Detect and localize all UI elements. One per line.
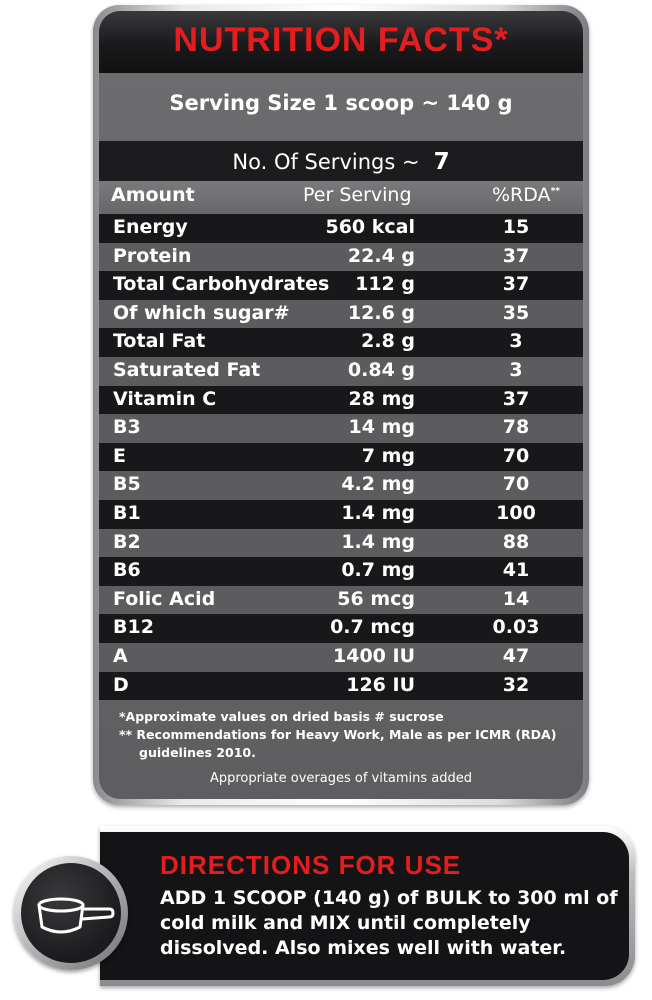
rda-value: 100 xyxy=(496,501,536,524)
nutrient-name: Of which sugar# xyxy=(113,301,290,324)
per-serving-value: 7 mg xyxy=(361,444,415,467)
nutrient-name: Energy xyxy=(113,216,188,238)
table-row: Saturated Fat 0.84 g 3 xyxy=(99,356,583,386)
nutrient-name: A xyxy=(113,644,128,667)
rda-value: 88 xyxy=(502,530,530,553)
table-row: B12 0.7 mcg 0.03 xyxy=(99,614,583,643)
table-row: Protein 22.4 g 37 xyxy=(99,242,583,272)
per-serving-value: 22.4 g xyxy=(347,244,415,267)
nutrition-title: NUTRITION FACTS* xyxy=(173,21,509,59)
nutrient-name: B1 xyxy=(113,501,141,524)
table-row: B2 1.4 mg 88 xyxy=(99,528,583,558)
header-amount: Amount xyxy=(111,184,195,206)
nutrient-name: B2 xyxy=(113,530,141,553)
per-serving-value: 112 g xyxy=(355,273,415,296)
rda-value: 47 xyxy=(502,644,530,667)
servings-label: No. Of Servings ~ xyxy=(232,150,420,174)
table-row: Total Carbohydrates 112 g 37 xyxy=(99,271,583,300)
nutrient-name: Vitamin C xyxy=(113,387,217,410)
table-row: Of which sugar# 12.6 g 35 xyxy=(99,299,583,329)
per-serving-value: 0.7 mg xyxy=(341,559,415,582)
rda-value: 14 xyxy=(502,587,530,610)
nutrient-name: Protein xyxy=(113,244,192,267)
nutrition-table-body: Energy 560 kcal 15 Protein 22.4 g 37 Total Car… xyxy=(99,214,583,701)
nutrient-name: Saturated Fat xyxy=(113,358,261,381)
table-row: B5 4.2 mg 70 xyxy=(99,471,583,500)
nutrient-name: Total Fat xyxy=(113,330,206,353)
rda-value: 0.03 xyxy=(492,616,540,639)
rda-value: 3 xyxy=(509,358,523,381)
rda-value: 37 xyxy=(502,387,530,410)
title-bar: NUTRITION FACTS* xyxy=(99,11,583,73)
per-serving-value: 28 mg xyxy=(348,387,415,410)
per-serving-value: 56 mcg xyxy=(337,587,415,610)
scoop-badge xyxy=(14,856,128,970)
table-header: Amount Per Serving %RDA** xyxy=(99,181,583,209)
nutrition-facts-body: NUTRITION FACTS* Serving Size 1 scoop ~ … xyxy=(99,11,583,799)
servings-count: No. Of Servings ~ 7 xyxy=(99,149,583,175)
per-serving-value: 14 mg xyxy=(348,416,415,439)
per-serving-value: 2.8 g xyxy=(361,330,415,353)
scoop-icon xyxy=(21,863,121,963)
directions-panel: DIRECTIONS FOR USE ADD 1 SCOOP (140 g) o… xyxy=(100,826,635,986)
directions-title: DIRECTIONS FOR USE xyxy=(160,850,462,880)
per-serving-value: 1.4 mg xyxy=(341,530,415,553)
per-serving-value: 4.2 mg xyxy=(341,473,415,496)
nutrition-facts-panel: NUTRITION FACTS* Serving Size 1 scoop ~ … xyxy=(93,5,589,805)
per-serving-value: 0.84 g xyxy=(347,358,415,381)
table-row: Total Fat 2.8 g 3 xyxy=(99,328,583,357)
footnote-approximate: *Approximate values on dried basis # suc… xyxy=(119,709,444,724)
table-row: B6 0.7 mg 41 xyxy=(99,557,583,586)
table-row: B1 1.4 mg 100 xyxy=(99,499,583,529)
nutrient-name: B6 xyxy=(113,559,141,582)
rda-value: 70 xyxy=(502,473,530,496)
rda-value: 3 xyxy=(509,330,523,353)
rda-value: 35 xyxy=(502,301,530,324)
header-rda-label: %RDA xyxy=(492,184,551,206)
header-rda-mark: ** xyxy=(550,186,560,197)
rda-value: 70 xyxy=(502,444,530,467)
rda-value: 78 xyxy=(502,416,530,439)
directions-text: ADD 1 SCOOP (140 g) of BULK to 300 ml of… xyxy=(160,887,618,959)
directions-body: DIRECTIONS FOR USE ADD 1 SCOOP (140 g) o… xyxy=(100,832,629,980)
table-row: A 1400 IU 47 xyxy=(99,642,583,672)
table-row: Energy 560 kcal 15 xyxy=(99,214,583,243)
serving-size: Serving Size 1 scoop ~ 140 g xyxy=(169,91,513,115)
nutrient-name: Folic Acid xyxy=(113,587,216,610)
table-row: E 7 mg 70 xyxy=(99,442,583,472)
nutrient-name: D xyxy=(113,673,129,696)
rda-value: 37 xyxy=(502,244,530,267)
header-rda: %RDA** xyxy=(492,184,560,206)
footnote-overages: Appropriate overages of vitamins added xyxy=(209,771,473,786)
nutrient-name: Total Carbohydrates xyxy=(113,273,330,296)
per-serving-value: 1.4 mg xyxy=(341,501,415,524)
table-row: Folic Acid 56 mcg 14 xyxy=(99,585,583,615)
footnote-rda: ** Recommendations for Heavy Work, Male … xyxy=(119,727,557,760)
table-row: D 126 IU 32 xyxy=(99,671,583,701)
rda-value: 37 xyxy=(502,273,530,296)
header-per-serving: Per Serving xyxy=(303,184,412,206)
table-row: Vitamin C 28 mg 37 xyxy=(99,385,583,415)
nutrient-name: E xyxy=(113,444,126,467)
rda-value: 32 xyxy=(502,673,530,696)
servings-bar: No. Of Servings ~ 7 xyxy=(99,141,583,181)
footnotes: *Approximate values on dried basis # suc… xyxy=(119,708,563,788)
table-row: B3 14 mg 78 xyxy=(99,414,583,443)
per-serving-value: 560 kcal xyxy=(325,216,415,238)
rda-value: 15 xyxy=(502,216,530,238)
nutrient-name: B3 xyxy=(113,416,141,439)
nutrient-name: B5 xyxy=(113,473,141,496)
per-serving-value: 12.6 g xyxy=(347,301,415,324)
per-serving-value: 126 IU xyxy=(346,673,415,696)
per-serving-value: 0.7 mcg xyxy=(330,616,415,639)
nutrient-name: B12 xyxy=(113,616,154,639)
rda-value: 41 xyxy=(502,559,530,582)
per-serving-value: 1400 IU xyxy=(333,644,415,667)
servings-value: 7 xyxy=(433,149,450,175)
